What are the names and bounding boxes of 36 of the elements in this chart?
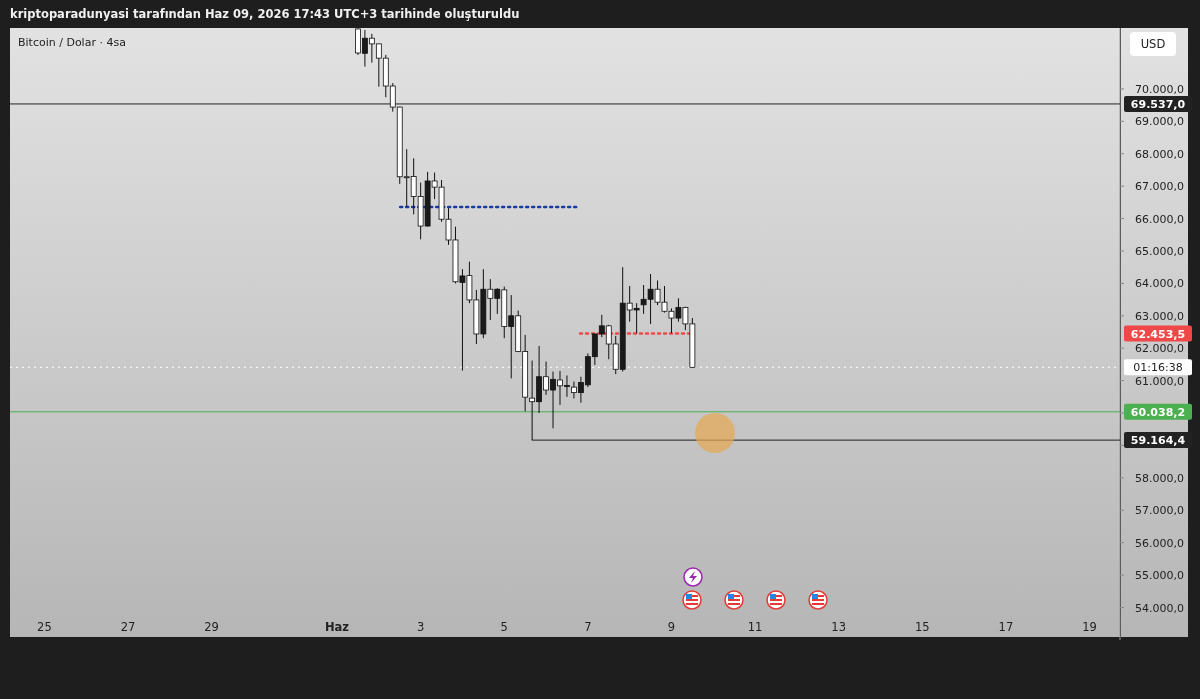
- x-tick-label: 27: [120, 620, 136, 634]
- text: USD: [1140, 37, 1166, 51]
- y-tick-label: 63.000,0: [1135, 309, 1184, 323]
- x-tick-label: 29: [204, 620, 219, 634]
- x-tick-label: 7: [584, 620, 592, 634]
- y-tick-label: 68.000,0: [1135, 147, 1184, 161]
- y-tick-label: 66.000,0: [1135, 212, 1184, 226]
- y-tick-label: 57.000,0: [1135, 504, 1184, 518]
- x-tick-label: 3: [416, 620, 425, 634]
- x-tick-label: 9: [667, 620, 676, 634]
- y-tick-label: 65.000,0: [1135, 244, 1184, 258]
- ref-line-label: 69.537,0: [1130, 97, 1186, 111]
- x-tick-label: Haz: [325, 620, 350, 634]
- y-tick-label: 56.000,0: [1135, 536, 1184, 550]
- text: 59.164,4: [1130, 434, 1186, 448]
- y-tick-label: 61.000,0: [1135, 374, 1184, 388]
- x-tick-label: 19: [1082, 620, 1097, 634]
- x-tick-label: 11: [747, 620, 763, 634]
- y-tick-label: 67.000,0: [1135, 180, 1184, 194]
- y-tick-label: 58.000,0: [1135, 471, 1184, 485]
- y-tick-label: 64.000,0: [1135, 277, 1184, 291]
- text: kriptoparadunyasi tarafından Haz 09, 2026 17:43 UTC+3 tarihinde oluşturuldu: [10, 7, 520, 21]
- y-tick-label: 55.000,0: [1135, 569, 1184, 583]
- x-tick-label: 13: [831, 620, 847, 634]
- x-tick-label: 5: [500, 620, 508, 634]
- y-tick-label: 54.000,0: [1135, 601, 1184, 615]
- y-tick-label: 62.000,0: [1135, 342, 1184, 356]
- y-tick-label: 70.000,0: [1135, 82, 1184, 96]
- text: 01:16:38: [1133, 361, 1183, 375]
- y-tick-label: 69.000,0: [1135, 115, 1184, 129]
- x-tick-label: 15: [914, 620, 930, 634]
- text: Bitcoin / Dolar · 4sa: [18, 36, 126, 49]
- x-tick-label: 25: [37, 620, 52, 634]
- ref-line-label: 60.038,2: [1130, 405, 1186, 419]
- x-tick-label: 17: [998, 620, 1014, 634]
- text: 62.453,5: [1130, 327, 1186, 341]
